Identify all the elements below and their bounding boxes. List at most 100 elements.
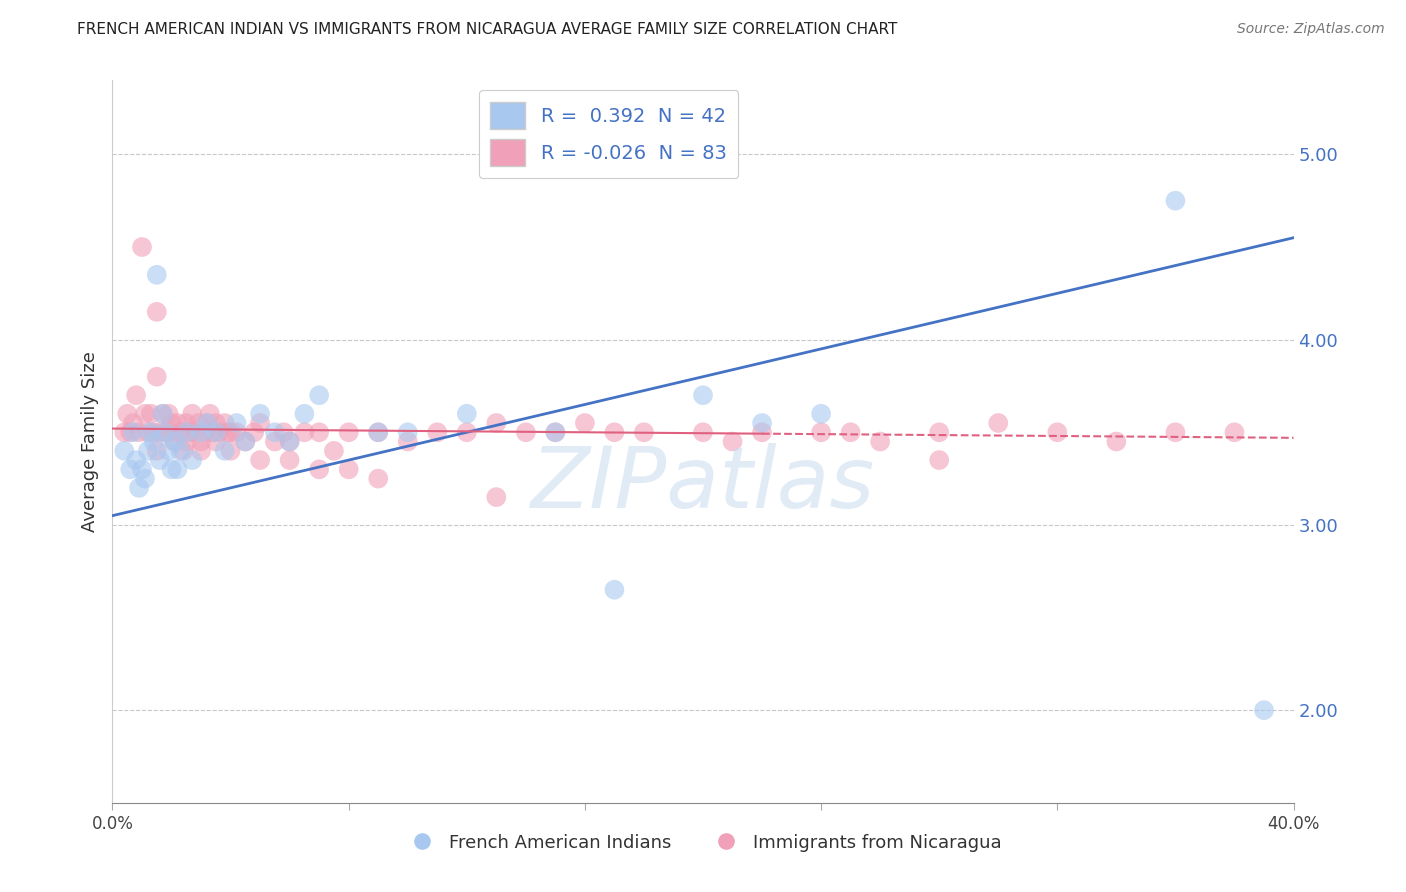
Point [201,425,224,440]
Point [142,425,165,440]
Point [157,443,180,458]
Point [181,407,204,421]
Point [1253,703,1275,717]
Point [987,416,1010,430]
Point [337,425,360,440]
Point [633,425,655,440]
Point [169,425,191,440]
Point [146,369,169,384]
Point [139,425,162,440]
Point [219,443,242,458]
Point [152,407,174,421]
Point [692,425,714,440]
Point [174,416,197,430]
Point [292,425,315,440]
Point [134,472,156,486]
Point [125,388,148,402]
Point [195,416,218,430]
Point [249,416,271,430]
Point [308,462,330,476]
Point [603,425,626,440]
Text: FRENCH AMERICAN INDIAN VS IMMIGRANTS FROM NICARAGUA AVERAGE FAMILY SIZE CORRELAT: FRENCH AMERICAN INDIAN VS IMMIGRANTS FRO… [77,22,897,37]
Point [128,425,150,440]
Point [367,425,389,440]
Point [278,453,301,467]
Point [485,490,508,504]
Point [149,425,172,440]
Point [160,416,183,430]
Text: ZIPatlas: ZIPatlas [531,443,875,526]
Point [142,434,165,449]
Point [308,425,330,440]
Point [278,434,301,449]
Point [751,425,773,440]
Point [751,416,773,430]
Point [214,416,236,430]
Point [292,407,315,421]
Point [249,453,271,467]
Point [152,407,174,421]
Point [426,425,449,440]
Point [323,443,346,458]
Point [128,481,150,495]
Point [157,407,180,421]
Point [163,434,186,449]
Point [187,416,209,430]
Point [308,388,330,402]
Point [166,462,188,476]
Point [193,425,215,440]
Point [190,425,212,440]
Point [155,425,177,440]
Point [1105,434,1128,449]
Point [205,434,228,449]
Point [136,425,159,440]
Point [198,407,221,421]
Point [155,425,177,440]
Point [181,453,204,467]
Point [396,425,419,440]
Point [166,416,188,430]
Point [160,462,183,476]
Point [1164,425,1187,440]
Legend: French American Indians, Immigrants from Nicaragua: French American Indians, Immigrants from… [396,826,1010,859]
Point [1164,194,1187,208]
Point [544,425,567,440]
Point [839,425,862,440]
Point [174,425,197,440]
Point [112,425,135,440]
Point [810,425,832,440]
Point [456,425,478,440]
Point [120,462,142,476]
Point [264,425,287,440]
Point [139,407,162,421]
Point [264,434,287,449]
Point [544,425,567,440]
Point [225,416,247,430]
Point [367,425,389,440]
Point [217,425,239,440]
Point [367,472,389,486]
Point [205,425,228,440]
Point [869,434,891,449]
Point [225,425,247,440]
Point [337,462,360,476]
Point [136,443,159,458]
Point [721,434,744,449]
Point [169,443,191,458]
Point [117,407,138,421]
Point [515,425,537,440]
Point [233,434,256,449]
Point [214,443,236,458]
Point [928,425,950,440]
Point [233,434,256,449]
Point [205,416,228,430]
Point [146,443,169,458]
Point [219,425,242,440]
Point [184,425,207,440]
Point [278,434,301,449]
Point [112,443,135,458]
Point [146,268,169,282]
Point [146,305,169,319]
Point [190,443,212,458]
Point [208,425,231,440]
